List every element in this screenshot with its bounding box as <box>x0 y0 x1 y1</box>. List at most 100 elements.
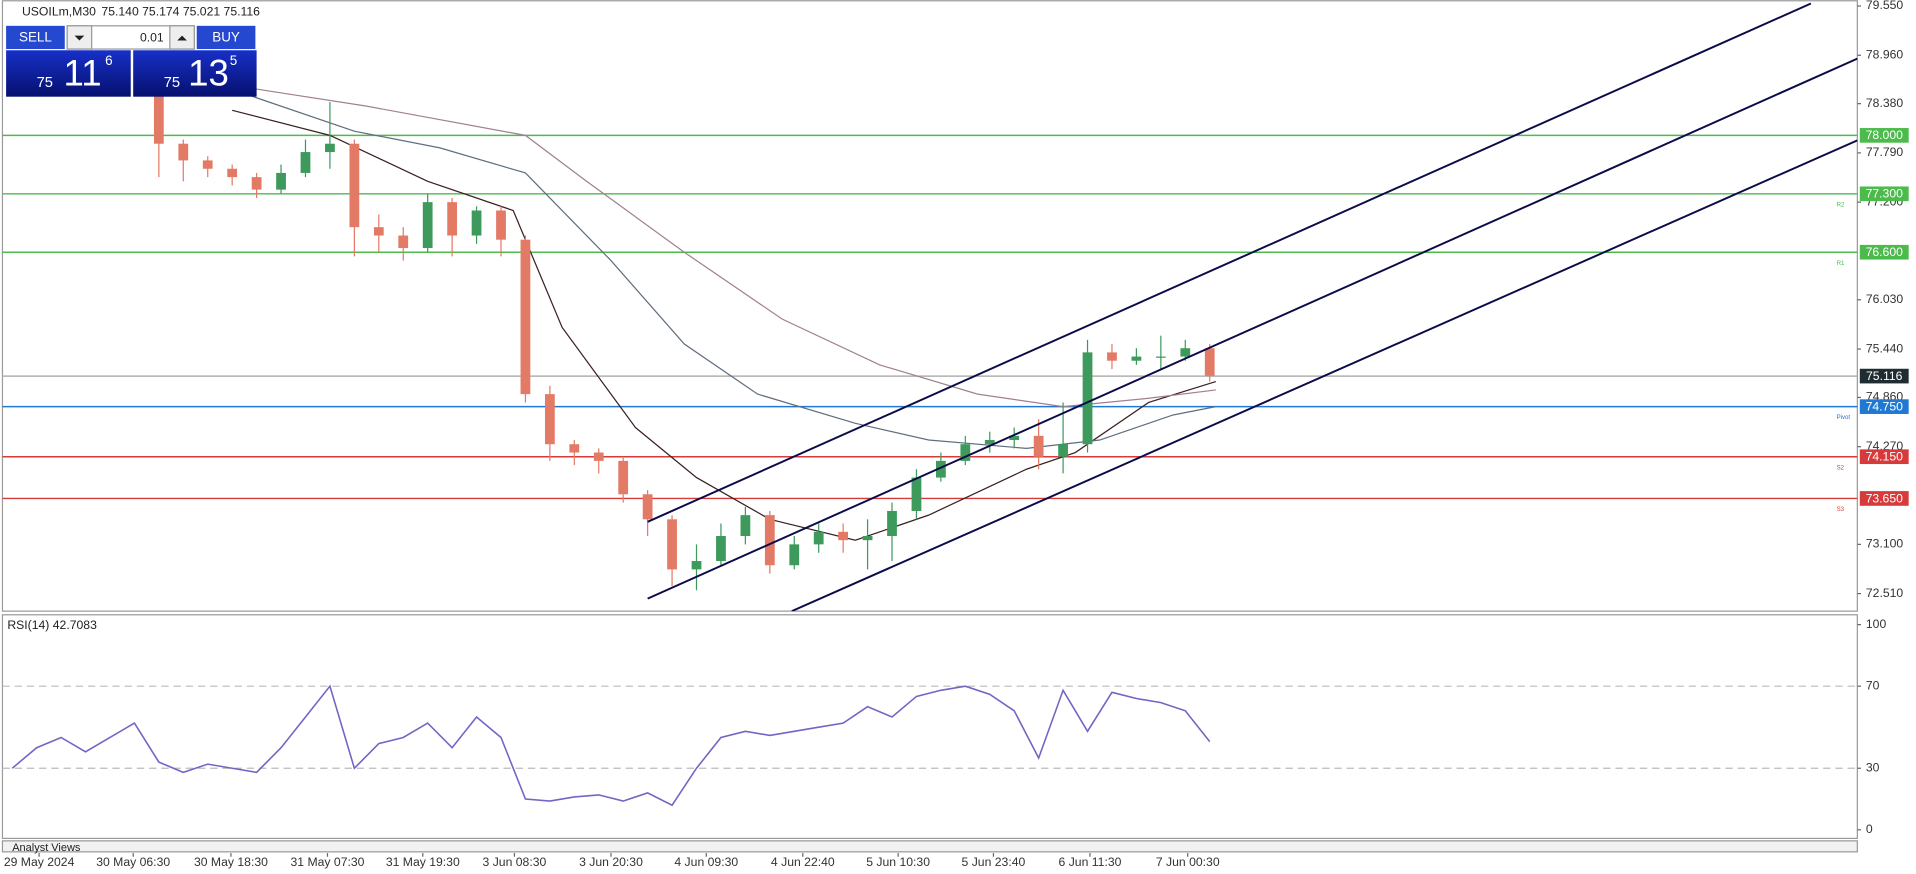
candle-body <box>1155 356 1166 358</box>
price-plot: R2 R1 Pivot S2 S3 <box>2 2 1858 612</box>
x-tick-label: 4 Jun 09:30 <box>674 855 738 869</box>
ask-big: 75 <box>164 75 180 91</box>
candle-body <box>960 444 971 461</box>
symbol: USOILm,M30 <box>22 5 96 19</box>
candle-body <box>496 210 506 240</box>
x-tick-label: 3 Jun 08:30 <box>483 855 547 869</box>
candle-body <box>642 494 653 520</box>
x-tick-label: 29 May 2024 <box>4 855 75 869</box>
level-tag: S3 <box>1837 506 1845 513</box>
x-tick-label: 5 Jun 10:30 <box>866 855 930 869</box>
level-tag: R2 <box>1837 201 1845 208</box>
candle-body <box>1033 435 1044 457</box>
analyst-views-tab[interactable]: Analyst Views <box>12 842 81 854</box>
buy-label[interactable]: BUY <box>212 30 240 45</box>
rsi-line <box>11 684 1211 807</box>
x-tick-label: 30 May 18:30 <box>194 855 268 869</box>
up-arrow <box>177 35 187 41</box>
y-tick-label: 100 <box>1866 617 1887 631</box>
x-tick-label: 7 Jun 00:30 <box>1156 855 1220 869</box>
level-label: 75.116 <box>1866 369 1903 383</box>
ask-box[interactable] <box>133 50 257 97</box>
sell-button[interactable] <box>6 25 65 50</box>
candle-body <box>813 531 824 545</box>
channel-line <box>791 139 1858 612</box>
rsi-title: RSI(14) 42.7083 <box>7 618 97 632</box>
y-tick-label: 75.440 <box>1866 341 1904 355</box>
bid-small: 6 <box>105 53 112 68</box>
y-tick-label: 70 <box>1866 678 1880 692</box>
candle-body <box>398 235 409 249</box>
level-tag: R1 <box>1837 260 1845 267</box>
down-arrow <box>74 35 85 41</box>
ohlc: 75.140 75.174 75.021 75.116 <box>101 5 260 19</box>
candle-body <box>838 531 849 541</box>
level-tag: S2 <box>1837 464 1845 471</box>
candle-body <box>1180 348 1191 357</box>
candle-body <box>887 510 897 537</box>
x-tick-label: 3 Jun 20:30 <box>579 855 643 869</box>
candle-body <box>740 515 751 537</box>
candle-body <box>251 177 262 190</box>
candle-body <box>276 172 286 190</box>
y-tick-label: 78.960 <box>1866 47 1904 61</box>
candle-body <box>862 536 873 541</box>
level-label-box <box>1859 244 1909 260</box>
tab-strip <box>1 840 1858 853</box>
candle-body <box>300 152 311 173</box>
level-label-box <box>1859 491 1909 506</box>
bid-main: 11 <box>64 53 102 94</box>
ask-small: 5 <box>230 53 237 68</box>
candle-body <box>569 444 580 453</box>
bid-box[interactable] <box>6 50 131 97</box>
candle-body <box>544 394 555 445</box>
candle-body <box>520 239 531 395</box>
lot-value[interactable]: 0.01 <box>140 30 164 44</box>
candle-body <box>471 210 482 236</box>
level-label: 78.000 <box>1866 128 1904 142</box>
level-label-box <box>1859 399 1909 414</box>
y-tick-label: 77.790 <box>1866 145 1904 159</box>
y-tick-label: 72.510 <box>1866 586 1904 600</box>
level-label-box <box>1859 186 1909 202</box>
sell-label[interactable]: SELL <box>19 30 52 45</box>
x-tick-label: 4 Jun 22:40 <box>771 855 835 869</box>
candle-body <box>716 536 726 562</box>
candle-body <box>447 202 458 236</box>
candle-body <box>202 160 213 169</box>
y-tick-label: 76.030 <box>1866 292 1904 306</box>
bid-big: 75 <box>37 75 53 91</box>
candle-body <box>691 561 702 570</box>
candle-body <box>984 440 995 445</box>
candle-body <box>373 227 384 236</box>
level-label: 77.300 <box>1866 187 1904 201</box>
y-tick-label: 0 <box>1866 822 1873 836</box>
level-label: 76.600 <box>1866 245 1904 259</box>
trade-panel: SELL 0.01 BUY 75 11 6 75 13 5 <box>6 25 257 97</box>
candle-body <box>1131 356 1142 361</box>
price-frame <box>1 0 1858 612</box>
candle-body <box>227 168 238 178</box>
candle-body <box>936 460 946 478</box>
level-label: 73.650 <box>1866 491 1904 505</box>
candle-body <box>349 143 360 228</box>
level-label-box <box>1859 449 1909 465</box>
level-label: 74.150 <box>1866 450 1904 464</box>
candle-body <box>153 93 164 144</box>
buy-button[interactable] <box>196 25 256 50</box>
x-tick-label: 31 May 07:30 <box>291 855 365 869</box>
candle-body <box>178 143 189 161</box>
y-tick-label: 79.550 <box>1866 0 1904 12</box>
rsi-frame <box>1 614 1858 840</box>
channel-line <box>647 57 1858 600</box>
level-label-box <box>1859 368 1909 384</box>
level-label-box <box>1859 128 1909 143</box>
candle-body <box>667 519 677 570</box>
candle-body <box>911 477 922 511</box>
y-tick-label: 78.380 <box>1866 96 1904 110</box>
level-label: 74.750 <box>1866 399 1904 413</box>
candle-body <box>618 460 629 495</box>
